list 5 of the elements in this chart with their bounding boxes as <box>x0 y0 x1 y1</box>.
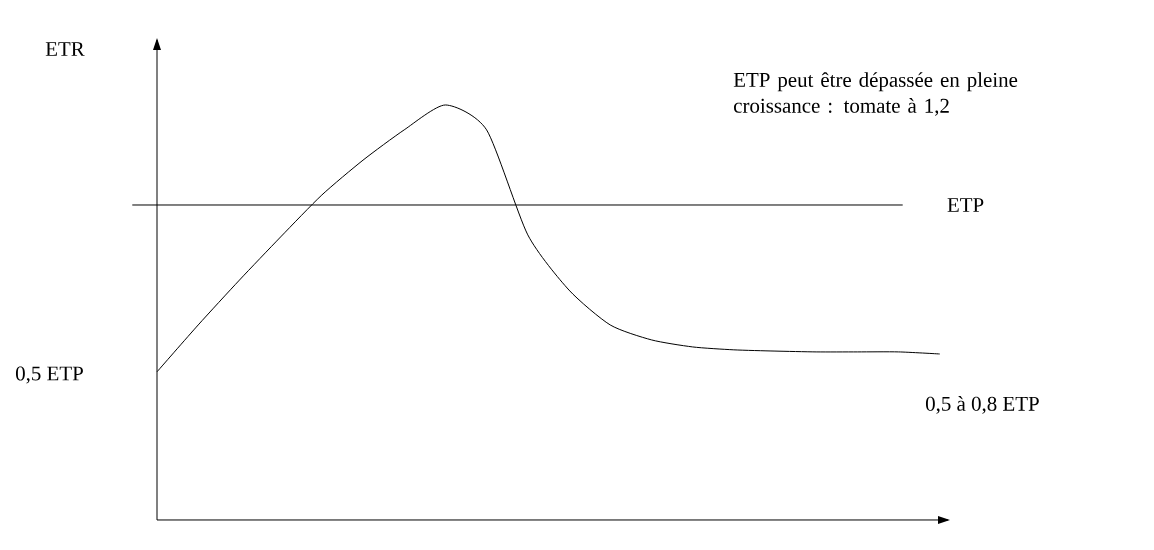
ref-line-label: ETP <box>947 198 984 212</box>
annotation: ETP peut être dépassée en pleine croissance : tomate à 1,2 <box>733 72 1018 116</box>
y-axis-title: ETR <box>45 42 85 56</box>
annotation: 0,5 à 0,8 ETP <box>925 396 1039 414</box>
text: 0,5 ETP <box>15 366 83 384</box>
